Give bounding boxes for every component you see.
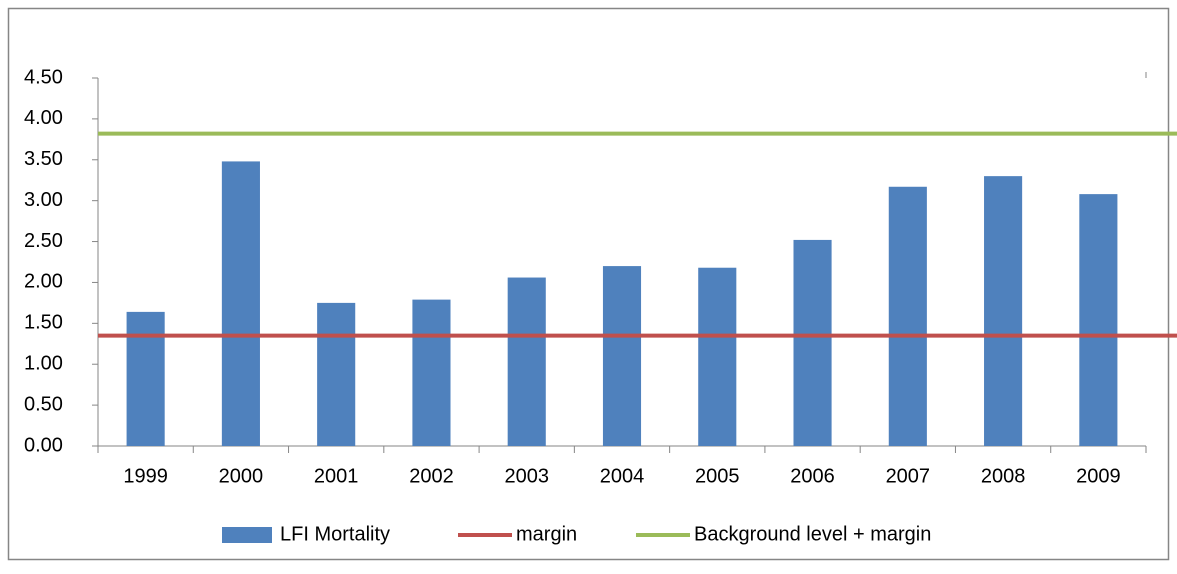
y-tick-label: 2.50 <box>24 230 63 252</box>
y-tick-label: 1.50 <box>24 312 63 334</box>
y-tick-label: 2.00 <box>24 271 63 293</box>
y-tick-label: 4.50 <box>24 66 63 88</box>
bar <box>602 266 642 446</box>
y-tick-label: 3.50 <box>24 148 63 170</box>
y-tick-label: 0.50 <box>24 393 63 415</box>
bar <box>507 277 546 446</box>
y-tick-label: 3.00 <box>24 189 63 211</box>
x-tick-label: 2002 <box>409 465 454 487</box>
x-tick-label: 2007 <box>886 465 931 487</box>
y-tick-label: 1.00 <box>24 353 63 375</box>
x-tick-label: 2001 <box>314 465 359 487</box>
x-tick-label: 2005 <box>695 465 740 487</box>
bar <box>317 302 356 446</box>
legend-label: margin <box>516 523 577 545</box>
x-tick-label: 2004 <box>600 465 645 487</box>
x-tick-label: 2009 <box>1076 465 1121 487</box>
x-tick-label: 2003 <box>504 465 549 487</box>
x-tick-label: 1999 <box>123 465 168 487</box>
bar <box>221 161 260 446</box>
x-tick-label: 2000 <box>219 465 264 487</box>
y-tick-label: 0.00 <box>24 434 63 456</box>
bar <box>698 267 737 446</box>
legend-label: Background level + margin <box>694 523 931 545</box>
bar <box>126 311 165 446</box>
bar <box>1079 194 1118 446</box>
x-tick-label: 2006 <box>790 465 835 487</box>
legend-label: LFI Mortality <box>280 523 390 545</box>
legend-swatch <box>222 527 272 543</box>
bar <box>793 239 832 446</box>
bar <box>984 176 1023 446</box>
chart-border <box>7 7 1170 561</box>
bar <box>412 299 451 446</box>
x-tick-label: 2008 <box>981 465 1026 487</box>
bar <box>888 186 927 446</box>
y-tick-label: 4.00 <box>24 107 63 129</box>
